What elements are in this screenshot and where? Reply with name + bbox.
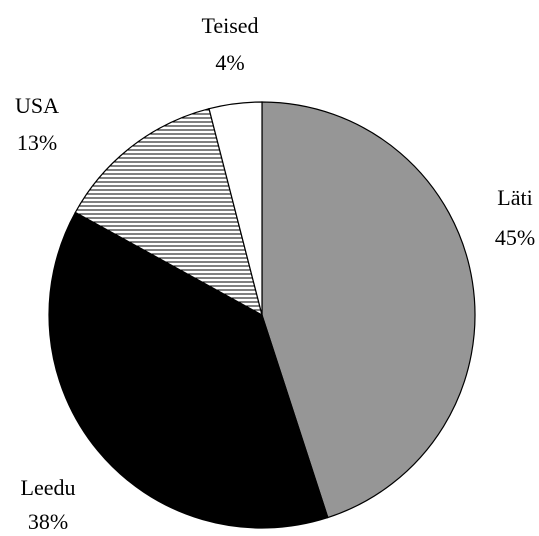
pie-slice	[261, 101, 476, 519]
slice-value-label: 13%	[17, 130, 57, 155]
slice-value-label: 45%	[495, 225, 535, 250]
pie-slice	[74, 107, 263, 317]
pie-slice	[48, 211, 329, 529]
slice-label: USA	[15, 93, 59, 118]
slice-label: Teised	[201, 13, 258, 38]
slice-value-label: 38%	[28, 509, 68, 534]
slice-label: Leedu	[21, 475, 76, 500]
slice-value-label: 4%	[215, 50, 244, 75]
pie-slice	[208, 101, 263, 316]
slice-label: Läti	[497, 185, 532, 210]
